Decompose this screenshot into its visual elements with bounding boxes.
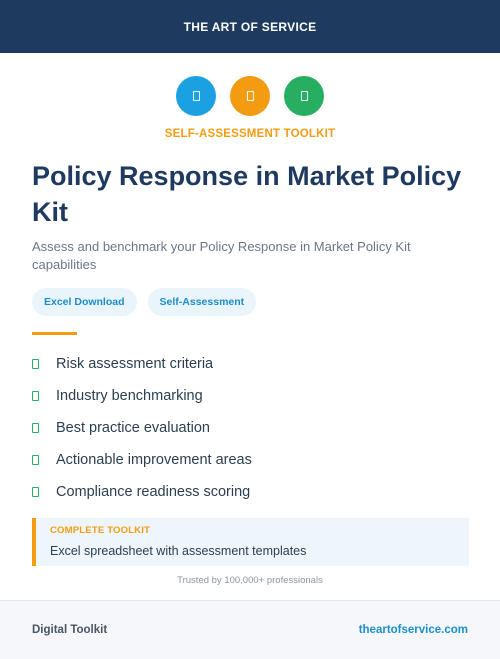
feature-label: Actionable improvement areas (56, 452, 252, 468)
icon-row (0, 76, 500, 116)
footer: Digital Toolkit theartofservice.com (0, 600, 500, 659)
tag-excel-download: Excel Download (32, 288, 137, 316)
list-item: Industry benchmarking (32, 380, 472, 412)
feature-label: Best practice evaluation (56, 420, 210, 436)
top-banner: THE ART OF SERVICE (0, 0, 500, 53)
check-icon (32, 455, 39, 465)
accent-divider (32, 332, 77, 335)
check-icon (32, 391, 39, 401)
check-icon (32, 487, 39, 497)
callout-label: COMPLETE TOOLKIT (50, 525, 151, 536)
feature-label: Industry benchmarking (56, 388, 203, 404)
document-icon (284, 76, 324, 116)
trusted-note: Trusted by 100,000+ professionals (177, 575, 323, 586)
feature-label: Risk assessment criteria (56, 356, 214, 372)
list-item: Best practice evaluation (32, 412, 472, 444)
tag-self-assessment: Self-Assessment (147, 288, 257, 316)
document-icon (176, 76, 216, 116)
page-subtitle: Assess and benchmark your Policy Respons… (32, 239, 411, 272)
list-item: Actionable improvement areas (32, 444, 472, 476)
callout-text: Excel spreadsheet with assessment templa… (50, 544, 307, 558)
eyebrow-label: SELF-ASSESSMENT TOOLKIT (164, 128, 336, 140)
toolkit-callout: COMPLETE TOOLKIT Excel spreadsheet with … (32, 518, 469, 566)
brand-name: THE ART OF SERVICE (183, 19, 317, 34)
check-icon (32, 359, 39, 369)
list-item: Compliance readiness scoring (32, 476, 472, 508)
website-link[interactable]: theartofservice.com (358, 624, 468, 636)
page-title: Policy Response in Market Policy Kit (32, 161, 462, 227)
list-item: Risk assessment criteria (32, 348, 472, 380)
check-icon (32, 423, 39, 433)
feature-list: Risk assessment criteria Industry benchm… (32, 348, 472, 508)
footer-label: Digital Toolkit (32, 624, 108, 636)
tag-list: Excel Download Self-Assessment (32, 288, 257, 316)
feature-label: Compliance readiness scoring (56, 484, 251, 500)
document-icon (230, 76, 270, 116)
